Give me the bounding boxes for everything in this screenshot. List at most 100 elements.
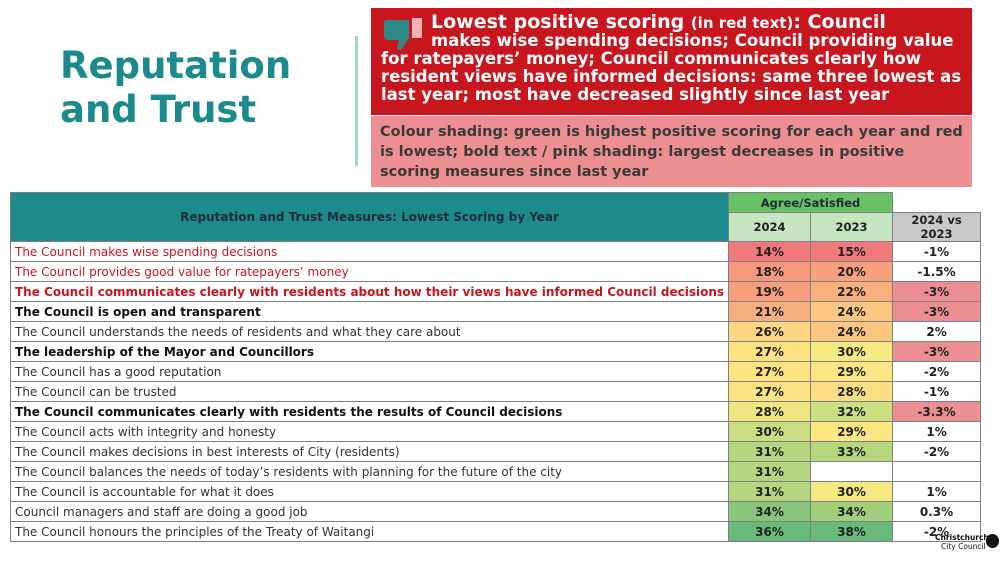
change-2024-vs-2023: -3%: [892, 281, 982, 302]
value-2024: 21%: [728, 301, 812, 322]
table-row: The Council is accountable for what it d…: [9, 481, 982, 502]
table-row: The leadership of the Mayor and Councill…: [9, 341, 982, 362]
measure-label: Council managers and staff are doing a g…: [9, 501, 730, 522]
change-2024-vs-2023: 2%: [892, 321, 982, 342]
measure-label: The Council honours the principles of th…: [9, 521, 730, 542]
callout-lead-rest: : Council: [793, 11, 886, 33]
council-logo: Christchurch City Council: [935, 533, 999, 555]
change-2024-vs-2023: 0.3%: [892, 501, 982, 522]
value-2024: 27%: [728, 341, 812, 362]
change-2024-vs-2023: -3%: [892, 341, 982, 362]
callout-rest: for ratepayers’ money; Council communica…: [381, 49, 962, 104]
table-row: The Council understands the needs of res…: [9, 321, 982, 342]
value-2023: 29%: [810, 421, 894, 442]
measure-label: The Council acts with integrity and hone…: [9, 421, 730, 442]
table-row: The Council makes wise spending decision…: [9, 241, 982, 262]
page-title-line2: and Trust: [60, 88, 257, 131]
value-2024: 31%: [728, 461, 812, 482]
callout-line1: makes wise spending decisions; Council p…: [431, 31, 954, 50]
lowest-scoring-callout: Lowest positive scoring (in red text): C…: [371, 8, 972, 115]
measure-label: The Council balances the needs of today’…: [9, 461, 730, 482]
header-blank: [892, 192, 981, 213]
measure-label: The Council is accountable for what it d…: [9, 481, 730, 502]
value-2023: 30%: [810, 481, 894, 502]
value-2024: 18%: [728, 261, 812, 282]
callout-lead-paren: (in red text): [690, 14, 794, 32]
value-2023: 15%: [810, 241, 894, 262]
measure-label: The Council makes wise spending decision…: [9, 241, 730, 262]
col-2023-header: 2023: [810, 212, 894, 242]
change-2024-vs-2023: -2%: [892, 521, 982, 542]
logo-mark-icon: [986, 534, 999, 548]
value-2024: 31%: [728, 481, 812, 502]
measure-label: The leadership of the Mayor and Councill…: [9, 341, 730, 362]
change-2024-vs-2023: -1%: [892, 241, 982, 262]
value-2024: 27%: [728, 361, 812, 382]
value-2023: 38%: [810, 521, 894, 542]
measure-label: The Council makes decisions in best inte…: [9, 441, 730, 462]
change-2024-vs-2023: -1%: [892, 381, 982, 402]
change-2024-vs-2023: -1.5%: [892, 261, 982, 282]
divider: [355, 36, 358, 166]
col-diff-header: 2024 vs 2023: [892, 212, 982, 242]
change-2024-vs-2023: -3.3%: [892, 401, 982, 422]
measure-label: The Council can be trusted: [9, 381, 730, 402]
table-row: The Council has a good reputation 27% 29% -…: [9, 361, 982, 382]
table-row: The Council can be trusted 27% 28% -1%: [9, 381, 982, 402]
measure-label: The Council understands the needs of res…: [9, 321, 730, 342]
change-2024-vs-2023: 1%: [892, 481, 982, 502]
measure-label: The Council has a good reputation: [9, 361, 730, 382]
table-row: The Council is open and transparent 21% 24…: [9, 301, 982, 322]
table-row: The Council balances the needs of today’…: [9, 461, 982, 482]
table-row: The Council honours the principles of th…: [9, 521, 982, 542]
table-row: The Council provides good value for rate…: [9, 261, 982, 282]
measure-label: The Council communicates clearly with re…: [9, 401, 730, 422]
logo-line1: Christchurch: [935, 533, 989, 542]
page-title-line1: Reputation: [60, 44, 292, 87]
table-row: The Council acts with integrity and hone…: [9, 421, 982, 442]
value-2024: 27%: [728, 381, 812, 402]
table-row: The Council makes decisions in best inte…: [9, 441, 982, 462]
value-2023: 30%: [810, 341, 894, 362]
value-2024: 34%: [728, 501, 812, 522]
change-2024-vs-2023: 1%: [892, 421, 982, 442]
table-row: The Council communicates clearly with re…: [9, 401, 982, 422]
value-2023: 28%: [810, 381, 894, 402]
callout-lead: Lowest positive scoring: [431, 11, 685, 33]
table-row: Council managers and staff are doing a g…: [9, 501, 982, 522]
colour-shading-note: Colour shading: green is highest positiv…: [371, 116, 972, 187]
table-body: The Council makes wise spending decision…: [9, 241, 982, 542]
col-2024-header: 2024: [728, 212, 812, 242]
table-title: Reputation and Trust Measures: Lowest Sc…: [9, 192, 730, 242]
page-title: Reputation and Trust: [60, 44, 291, 132]
value-2024: 31%: [728, 441, 812, 462]
measure-label: The Council communicates clearly with re…: [9, 281, 730, 302]
measures-table: Reputation and Trust Measures: Lowest Sc…: [9, 192, 982, 542]
value-2023: 32%: [810, 401, 894, 422]
value-2023: 29%: [810, 361, 894, 382]
thumbs-down-icon: [384, 18, 422, 50]
change-2024-vs-2023: [892, 461, 982, 482]
value-2023: 24%: [810, 301, 894, 322]
value-2023: 22%: [810, 281, 894, 302]
value-2024: 26%: [728, 321, 812, 342]
value-2023: 24%: [810, 321, 894, 342]
colour-shading-text: Colour shading: green is highest positiv…: [380, 124, 963, 180]
value-2023: [810, 461, 894, 482]
measure-label: The Council provides good value for rate…: [9, 261, 730, 282]
value-2024: 28%: [728, 401, 812, 422]
table-row: The Council communicates clearly with re…: [9, 281, 982, 302]
value-2024: 14%: [728, 241, 812, 262]
measure-label: The Council is open and transparent: [9, 301, 730, 322]
value-2024: 36%: [728, 521, 812, 542]
value-2024: 19%: [728, 281, 812, 302]
change-2024-vs-2023: -2%: [892, 441, 982, 462]
value-2023: 33%: [810, 441, 894, 462]
value-2023: 34%: [810, 501, 894, 522]
agree-satisfied-header: Agree/Satisfied: [728, 192, 894, 213]
change-2024-vs-2023: -3%: [892, 301, 982, 322]
value-2024: 30%: [728, 421, 812, 442]
logo-line2: City Council: [941, 542, 986, 551]
value-2023: 20%: [810, 261, 894, 282]
change-2024-vs-2023: -2%: [892, 361, 982, 382]
